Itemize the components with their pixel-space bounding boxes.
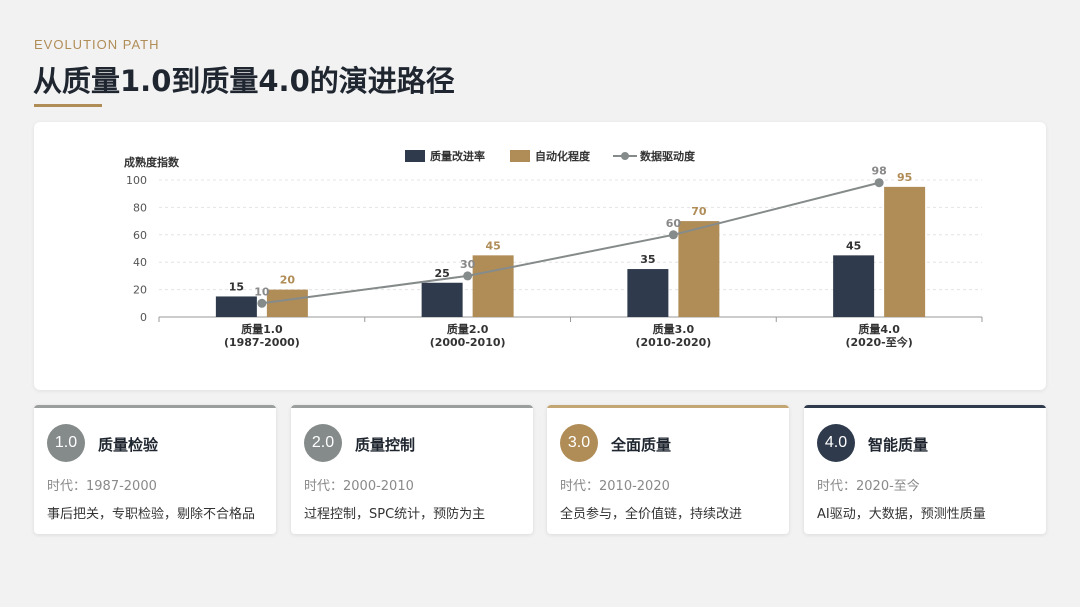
stage-era: 时代：2010-2020 <box>560 479 670 494</box>
x-tick-label: (1987-2000) <box>224 336 300 349</box>
stage-era: 时代：1987-2000 <box>47 479 157 494</box>
line-data-label: 10 <box>254 285 270 298</box>
chart-card: 成熟度指数 0 20 40 60 80 100 15 20 质量1.0 (1987-2000) 25 4… <box>34 122 1046 390</box>
x-tick-label: 质量4.0 <box>858 322 900 336</box>
line-data-driven <box>261 181 880 305</box>
stage-card-3: 3.0 全面质量 时代：2010-2020 全员参与，全价值链，持续改进 <box>547 405 789 534</box>
stage-badge: 1.0 <box>47 424 85 462</box>
stage-badge: 2.0 <box>304 424 342 462</box>
bar-automation <box>472 255 514 317</box>
bar-improvement <box>215 296 257 317</box>
bar-automation <box>266 289 308 317</box>
legend-swatch <box>405 150 425 162</box>
stage-card-2: 2.0 质量控制 时代：2000-2010 过程控制，SPC统计，预防为主 <box>291 405 533 534</box>
stage-cards: 1.0 质量检验 时代：1987-2000 事后把关，专职检验，剔除不合格品 2… <box>34 405 1046 535</box>
stage-desc: 过程控制，SPC统计，预防为主 <box>304 507 486 522</box>
stage-name: 质量检验 <box>98 436 159 454</box>
y-tick-label: 40 <box>133 256 147 269</box>
y-tick-label: 20 <box>133 284 147 297</box>
x-tick-label: 质量2.0 <box>447 322 489 336</box>
x-tick-label: (2020-至今) <box>846 335 913 349</box>
bar-data-label: 35 <box>640 253 655 266</box>
bar-automation <box>884 186 926 317</box>
maturity-chart: 成熟度指数 0 20 40 60 80 100 15 20 质量1.0(1987-2000) 25 4… <box>124 149 983 349</box>
y-tick-label: 80 <box>133 201 147 214</box>
bar-data-label: 25 <box>434 267 449 280</box>
x-tick-label: (2000-2010) <box>430 336 506 349</box>
title-underline <box>34 104 102 107</box>
stage-card-1: 1.0 质量检验 时代：1987-2000 事后把关，专职检验，剔除不合格品 <box>34 405 276 534</box>
stage-era: 时代：2000-2010 <box>304 479 414 494</box>
bar-data-label: 20 <box>280 274 296 287</box>
y-axis-label: 成熟度指数 <box>124 155 180 169</box>
stage-desc: 全员参与，全价值链，持续改进 <box>560 507 743 522</box>
y-tick-label: 60 <box>133 229 147 242</box>
line-data-label: 98 <box>871 165 886 178</box>
x-tick-label: 质量3.0 <box>653 322 695 336</box>
bar-automation <box>678 221 720 317</box>
stage-name: 质量控制 <box>355 436 416 454</box>
stage-badge: 4.0 <box>817 424 855 462</box>
line-point <box>257 298 267 308</box>
stage-name: 全面质量 <box>611 436 672 454</box>
y-tick-label: 100 <box>126 174 147 187</box>
y-tick-label: 0 <box>140 311 147 324</box>
stage-desc: 事后把关，专职检验，剔除不合格品 <box>47 507 256 522</box>
legend-entry: 自动化程度 <box>535 149 591 163</box>
x-tick-label: 质量1.0 <box>241 322 283 336</box>
stage-desc: AI驱动，大数据，预测性质量 <box>817 507 986 522</box>
page-title: 从质量1.0到质量4.0的演进路径 <box>33 64 455 98</box>
card-topbar <box>34 405 276 408</box>
stage-badge: 3.0 <box>560 424 598 462</box>
legend-swatch <box>621 152 629 160</box>
bar-data-label: 95 <box>897 171 912 184</box>
stage-era: 时代：2020-至今 <box>817 479 920 494</box>
bar-data-label: 70 <box>691 205 707 218</box>
bar-improvement <box>421 282 463 317</box>
card-topbar <box>291 405 533 408</box>
legend-swatch <box>510 150 530 162</box>
line-point <box>463 271 473 281</box>
card-topbar <box>804 405 1046 408</box>
line-data-label: 60 <box>666 217 682 230</box>
stage-card-4: 4.0 智能质量 时代：2020-至今 AI驱动，大数据，预测性质量 <box>804 405 1046 534</box>
stage-name: 智能质量 <box>868 436 929 454</box>
line-point <box>874 178 884 188</box>
bar-data-label: 15 <box>229 280 244 293</box>
bar-data-label: 45 <box>485 239 500 252</box>
bar-improvement <box>833 255 875 317</box>
legend-entry: 质量改进率 <box>430 149 485 163</box>
legend-entry: 数据驱动度 <box>640 149 696 163</box>
line-data-label: 30 <box>460 258 476 271</box>
card-topbar <box>547 405 789 408</box>
line-point <box>668 230 678 240</box>
eyebrow-label: EVOLUTION PATH <box>34 37 160 52</box>
bar-data-label: 45 <box>846 239 861 252</box>
bar-improvement <box>627 269 669 317</box>
x-tick-label: (2010-2020) <box>635 336 711 349</box>
